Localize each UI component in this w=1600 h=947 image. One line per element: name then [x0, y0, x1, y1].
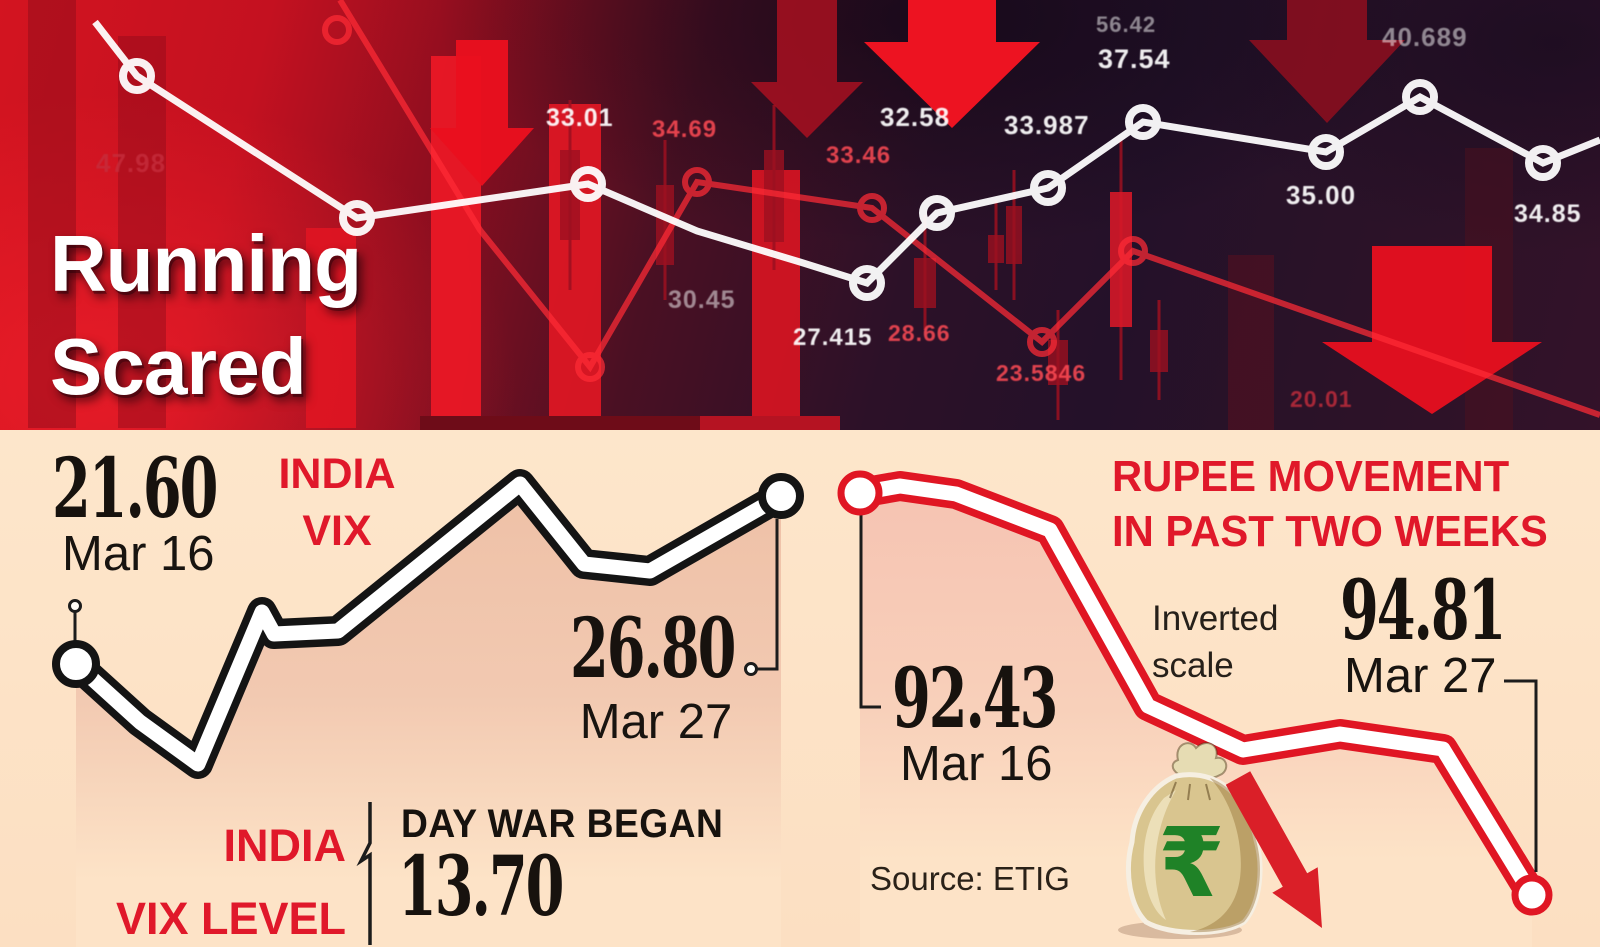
vix-start-connector-dot: [68, 599, 82, 613]
banner-price-number: 35.00: [1286, 180, 1357, 210]
down-arrow-icon: [1322, 246, 1542, 414]
rupee-end-value: 94.81: [1340, 563, 1506, 659]
banner-price-number: 30.45: [668, 286, 736, 314]
rupee-start-node: [837, 470, 883, 516]
vix-start-node: [52, 640, 100, 688]
vix-area-fill: [76, 484, 781, 947]
rupee-end-date: Mar 27: [1344, 649, 1497, 703]
rupee-symbol: ₹: [1158, 807, 1225, 919]
banner-price-number: 33.987: [1004, 110, 1090, 140]
vix-end-node: [758, 473, 804, 519]
down-arrow-icon: [430, 40, 534, 186]
vix-end-date: Mar 27: [579, 695, 733, 749]
banner-price-number: 20.01: [1290, 386, 1353, 412]
banner-price-number: 27.415: [793, 324, 873, 351]
vix-level-line2: VIX LEVEL: [115, 892, 346, 944]
scale-note-line1: Inverted: [1152, 599, 1279, 638]
vix-label-line2: VIX: [302, 506, 372, 555]
vix-level-separator: [356, 802, 372, 945]
inverted-scale-note: Inverted scale: [1152, 596, 1278, 689]
rupee-start-date: Mar 16: [900, 737, 1053, 791]
rupee-chart-title: RUPEE MOVEMENT IN PAST TWO WEEKS: [1112, 450, 1548, 559]
banner-decoration-graphic: [28, 0, 1600, 430]
rupee-end-node: [1511, 874, 1553, 916]
rupee-line: [858, 478, 1539, 899]
source-credit: Source: ETIG: [870, 860, 1070, 897]
headline-line2: Scared: [50, 322, 307, 412]
down-arrow-icon: [1249, 0, 1405, 123]
india-vix-chart: [52, 469, 804, 947]
vix-end-value: 26.80: [570, 601, 736, 697]
bag-highlight: [1143, 790, 1176, 920]
vix-level-line1: INDIA: [223, 820, 347, 871]
bag-folds: [1169, 781, 1211, 801]
bag-knot: [1171, 742, 1228, 781]
banner-price-number: 34.85: [1514, 200, 1582, 228]
money-bag-illustration: ₹: [1118, 742, 1322, 939]
banner-red-line: [322, 0, 1600, 418]
scale-note-line2: scale: [1152, 645, 1234, 685]
page-title: Running Scared: [50, 212, 362, 418]
banner-price-number: 32.58: [880, 102, 951, 132]
rupee-start-value: 92.43: [892, 651, 1058, 747]
rupee-title-line1: RUPEE MOVEMENT: [1112, 452, 1510, 501]
banner-bottom-strip: [700, 416, 840, 430]
banner-price-number: 56.42: [1096, 12, 1157, 37]
rupee-area-fill: [860, 486, 1532, 947]
banner-price-number: 37.54: [1098, 44, 1171, 74]
war-annotation-title: DAY WAR BEGAN: [401, 802, 724, 846]
down-arrows: [430, 0, 1542, 414]
falling-arrow-icon: [1225, 771, 1322, 928]
vix-chart-label: INDIA VIX: [272, 446, 402, 560]
banner-bottom-strip: [420, 416, 720, 430]
vix-line: [70, 476, 785, 772]
bag-shade: [1190, 778, 1260, 933]
vix-level-label: INDIA VIX LEVEL: [88, 810, 346, 947]
vix-annotation-connectors: [73, 519, 779, 671]
banner-white-line: [92, 19, 1600, 301]
banner-price-number: 23.5846: [996, 360, 1087, 386]
banner-price-number: 33.46: [826, 142, 892, 169]
banner-price-number: 33.01: [546, 104, 614, 132]
down-arrow-icon: [864, 0, 1040, 128]
down-arrow-icon: [751, 0, 863, 138]
banner-price-number: 34.69: [652, 116, 718, 143]
headline-line1: Running: [50, 219, 362, 308]
banner-price-number: 28.66: [888, 320, 951, 346]
vix-label-line1: INDIA: [278, 450, 396, 498]
rupee-title-line2: IN PAST TWO WEEKS: [1112, 506, 1548, 556]
vix-start-value: 21.60: [52, 441, 218, 537]
banner-price-number: 40.689: [1382, 22, 1468, 52]
vix-end-connector-dot: [744, 662, 758, 676]
war-annotation-value: 13.70: [398, 839, 564, 935]
rupee-annotation-connectors: [859, 514, 1538, 872]
rupee-chart: [837, 470, 1553, 947]
vix-start-date: Mar 16: [62, 527, 215, 581]
banner-price-number: 47.98: [96, 148, 167, 178]
market-crash-banner: 47.98 33.01 34.69 33.46 32.58 33.987 56.42 37.5…: [0, 0, 1600, 430]
